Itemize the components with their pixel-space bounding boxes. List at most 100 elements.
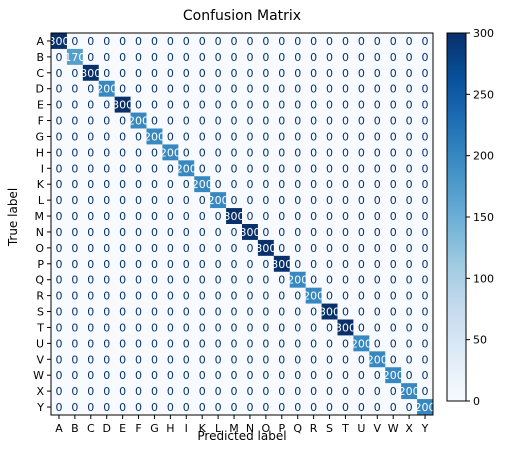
heatmap-cell-T-X xyxy=(401,319,418,336)
heatmap-cell-B-K xyxy=(194,48,211,66)
heatmap-cell-S-M xyxy=(226,303,243,320)
heatmap-cell-Y-N xyxy=(242,399,259,416)
cell-value-label: 0 xyxy=(87,258,94,271)
heatmap-cell-P-G xyxy=(146,255,163,273)
cell-value-label: 0 xyxy=(135,210,142,223)
cell-value-label: 0 xyxy=(358,162,365,175)
cell-value-label: 0 xyxy=(199,353,206,366)
cell-value-label: 0 xyxy=(151,337,158,350)
cell-value-label: 0 xyxy=(390,194,397,207)
heatmap-cell-C-I xyxy=(178,64,195,82)
x-tick-label: Y xyxy=(421,422,429,435)
cell-value-label: 0 xyxy=(151,51,158,64)
heatmap-cell-F-S xyxy=(321,112,338,129)
cell-value-label: 0 xyxy=(215,321,222,334)
cell-value-label: 0 xyxy=(326,258,333,271)
heatmap-cell-R-B xyxy=(66,287,84,304)
heatmap-cell-L-R xyxy=(305,192,322,209)
cell-value-label: 0 xyxy=(87,51,94,64)
heatmap-cell-A-M xyxy=(226,33,243,50)
heatmap-cell-G-Y xyxy=(417,128,434,145)
cell-value-label: 0 xyxy=(278,67,285,80)
heatmap-cell-I-D xyxy=(98,160,115,177)
y-tick-label: I xyxy=(41,162,44,175)
y-tick-label: V xyxy=(36,353,44,366)
heatmap-cell-K-B xyxy=(66,176,84,193)
heatmap-cell-P-Y xyxy=(417,255,434,273)
heatmap-cell-H-Q xyxy=(289,144,306,161)
cell-value-label: 0 xyxy=(151,83,158,96)
cell-value-label: 0 xyxy=(87,83,94,96)
heatmap-cell-E-G xyxy=(146,96,163,113)
cell-value-label: 0 xyxy=(246,51,253,64)
heatmap-cell-Q-A xyxy=(51,271,68,288)
cell-value-label: 0 xyxy=(135,306,142,319)
heatmap-cell-K-N xyxy=(242,176,259,193)
heatmap-cell-I-R xyxy=(305,160,322,177)
heatmap-cell-R-U xyxy=(353,287,370,304)
heatmap-cell-W-L xyxy=(210,367,227,384)
heatmap-cell-I-W xyxy=(385,160,402,177)
heatmap-cell-G-X xyxy=(401,128,418,145)
heatmap-cell-C-B xyxy=(66,64,84,82)
heatmap-cell-T-E xyxy=(114,319,131,336)
cell-value-label: 0 xyxy=(390,115,397,128)
cell-value-label: 0 xyxy=(71,194,78,207)
cell-value-label: 300 xyxy=(239,226,260,239)
heatmap-cell-U-F xyxy=(130,335,147,352)
cell-value-label: 0 xyxy=(310,178,317,191)
cell-value-label: 0 xyxy=(135,130,142,143)
cell-value-label: 0 xyxy=(374,83,381,96)
x-tick-label: A xyxy=(55,422,63,435)
cell-value-label: 0 xyxy=(231,321,238,334)
cell-value-label: 0 xyxy=(246,210,253,223)
cell-value-label: 0 xyxy=(294,35,301,48)
cell-value-label: 0 xyxy=(246,353,253,366)
heatmap-cell-P-R xyxy=(305,255,322,273)
heatmap-cell-W-M xyxy=(226,367,243,384)
cell-value-label: 0 xyxy=(71,210,78,223)
heatmap-cell-G-F xyxy=(130,128,147,145)
heatmap-cell-X-N xyxy=(242,383,259,400)
cell-value-label: 0 xyxy=(374,258,381,271)
cell-value-label: 0 xyxy=(183,274,190,287)
heatmap-cell-L-B xyxy=(66,192,84,209)
cell-value-label: 0 xyxy=(358,51,365,64)
heatmap-cell-F-O xyxy=(257,112,275,129)
heatmap-cell-B-W xyxy=(385,48,402,66)
cell-value-label: 0 xyxy=(167,321,174,334)
heatmap-cell-E-D xyxy=(98,96,115,113)
cell-value-label: 0 xyxy=(55,306,62,319)
x-tick-label: Q xyxy=(293,422,302,435)
cell-value-label: 0 xyxy=(262,99,269,112)
x-tick-label: R xyxy=(310,422,318,435)
heatmap-cell-R-Y xyxy=(417,287,434,304)
heatmap-cell-R-V xyxy=(369,287,386,304)
cell-value-label: 200 xyxy=(128,115,149,128)
heatmap-cell-E-E xyxy=(114,96,131,113)
heatmap-cell-N-R xyxy=(305,224,322,241)
cell-value-label: 0 xyxy=(87,353,94,366)
cell-value-label: 0 xyxy=(342,353,349,366)
heatmap-cell-B-A xyxy=(51,48,68,66)
cell-value-label: 0 xyxy=(87,306,94,319)
cell-value-label: 0 xyxy=(310,226,317,239)
heatmap-cell-M-I xyxy=(178,208,195,225)
cell-value-label: 0 xyxy=(87,321,94,334)
cell-value-label: 0 xyxy=(231,385,238,398)
heatmap-cell-T-M xyxy=(226,319,243,336)
heatmap-cell-A-A xyxy=(51,33,68,50)
cell-value-label: 0 xyxy=(55,290,62,303)
heatmap-cell-K-S xyxy=(321,176,338,193)
heatmap-cell-O-C xyxy=(82,239,100,257)
cell-value-label: 0 xyxy=(310,67,317,80)
cell-value-label: 0 xyxy=(406,146,413,159)
heatmap-cell-I-H xyxy=(162,160,179,177)
cell-value-label: 0 xyxy=(119,290,126,303)
heatmap-cell-F-L xyxy=(210,112,227,129)
heatmap-cell-S-L xyxy=(210,303,227,320)
heatmap-cell-P-P xyxy=(273,255,291,273)
cell-value-label: 0 xyxy=(310,242,317,255)
heatmap-cell-U-E xyxy=(114,335,131,352)
cell-value-label: 0 xyxy=(278,130,285,143)
